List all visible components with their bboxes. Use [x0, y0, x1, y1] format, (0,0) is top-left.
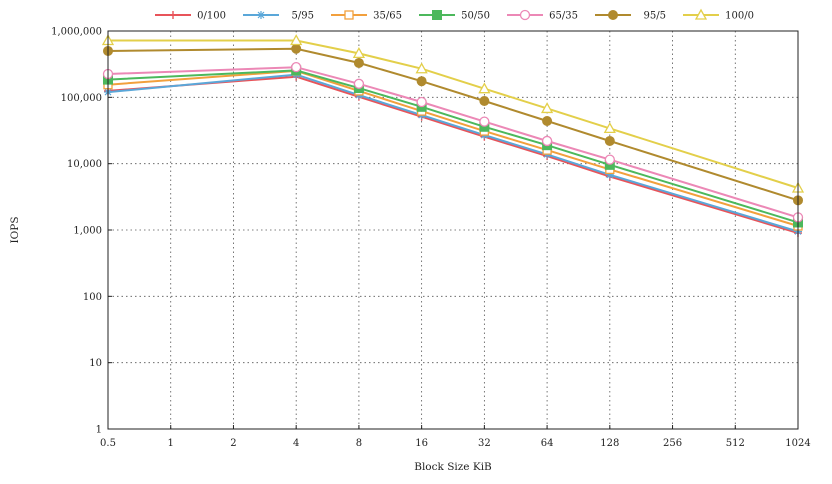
legend-marker-50-50 [432, 10, 442, 20]
legend-item-65-35: 65/35 [507, 9, 578, 22]
data-point-95-5-8 [353, 57, 364, 68]
legend-label-95-5: 95/5 [644, 11, 666, 22]
grid [108, 31, 798, 429]
y-tick-label-100: 100 [83, 292, 102, 303]
series-line-5-95 [107, 73, 799, 233]
legend-label-65-35: 65/35 [549, 11, 578, 22]
series-line-100-0 [108, 39, 799, 189]
x-tick-label-1: 1 [168, 438, 174, 449]
data-point-65-35-64 [541, 135, 553, 147]
data-point-95-5-32 [479, 96, 490, 107]
y-tick-label-1-000-000: 1,000,000 [51, 27, 102, 38]
data-point-65-35-8 [353, 78, 365, 89]
x-tick-label-128: 128 [600, 438, 619, 449]
x-tick-label-64: 64 [541, 438, 554, 449]
series-0-100 [104, 72, 802, 238]
x-tick-label-0-5: 0.5 [100, 438, 116, 449]
legend-item-35-65: 35/65 [331, 10, 402, 22]
series-65-35 [102, 62, 804, 223]
series-line-0-100 [107, 75, 799, 234]
legend-marker-100-0 [694, 8, 708, 20]
data-point-95-5-64 [542, 115, 553, 126]
data-point-65-35-4 [291, 62, 302, 73]
legend: 0/100 5/95 35/65 50/50 65/35 95/5 100/0 [155, 8, 754, 22]
x-tick-label-16: 16 [415, 438, 428, 449]
y-tick-label-1: 1 [96, 425, 102, 436]
x-axis-title: Block Size KiB [414, 461, 492, 473]
legend-item-95-5: 95/5 [595, 10, 666, 22]
legend-marker-5-95 [257, 11, 265, 19]
data-point-65-35-32 [479, 116, 490, 127]
series-line-95-5 [107, 47, 799, 202]
legend-item-100-0: 100/0 [683, 8, 754, 22]
data-point-100-0-8 [352, 47, 366, 59]
legend-label-5-95: 5/95 [292, 11, 314, 22]
y-tick-label-100-000: 100,000 [61, 93, 102, 104]
data-point-5-95-128 [605, 170, 614, 179]
legend-item-0-100: 0/100 [155, 11, 226, 22]
y-tick-label-1-000: 1,000 [73, 226, 102, 237]
data-point-65-35-16 [416, 96, 427, 108]
y-tick-label-10: 10 [89, 358, 102, 369]
legend-marker-95-5 [608, 10, 618, 20]
x-tick-label-2: 2 [230, 438, 236, 449]
legend-label-35-65: 35/65 [373, 11, 402, 22]
x-tick-label-32: 32 [478, 438, 491, 449]
legend-marker-65-35 [519, 9, 531, 21]
legend-item-5-95: 5/95 [243, 11, 314, 22]
data-point-95-5-4 [291, 43, 302, 54]
series-layer [101, 34, 805, 238]
axes: 0.5 1 2 4 8 16 32 64 128 256 512 1024 1 10 100 1,000 10,… [51, 27, 811, 450]
x-tick-label-1024: 1024 [785, 438, 810, 449]
x-tick-label-256: 256 [663, 438, 682, 449]
legend-item-50-50: 50/50 [419, 10, 490, 22]
x-tick-label-8: 8 [356, 438, 362, 449]
data-point-100-0-128 [603, 122, 616, 134]
legend-marker-0-100 [169, 11, 177, 19]
data-point-100-0-4 [290, 34, 303, 46]
series-100-0 [101, 34, 805, 193]
data-point-100-0-64 [540, 102, 554, 114]
y-axis-title: IOPS [9, 216, 21, 243]
data-point-100-0-16 [415, 62, 428, 74]
data-point-95-5-16 [416, 76, 427, 87]
series-line-50-50 [107, 69, 799, 224]
legend-label-100-0: 100/0 [725, 11, 754, 22]
y-tick-label-10-000: 10,000 [67, 159, 102, 170]
legend-marker-35-65 [344, 10, 354, 20]
data-point-95-5-128 [604, 135, 615, 146]
legend-label-0-100: 0/100 [197, 11, 226, 22]
x-tick-label-512: 512 [726, 438, 745, 449]
series-5-95 [104, 70, 802, 236]
data-point-100-0-32 [478, 82, 491, 94]
legend-label-50-50: 50/50 [461, 11, 490, 22]
data-point-65-35-128 [604, 154, 615, 165]
x-tick-label-4: 4 [293, 438, 299, 449]
series-line-65-35 [107, 66, 799, 219]
